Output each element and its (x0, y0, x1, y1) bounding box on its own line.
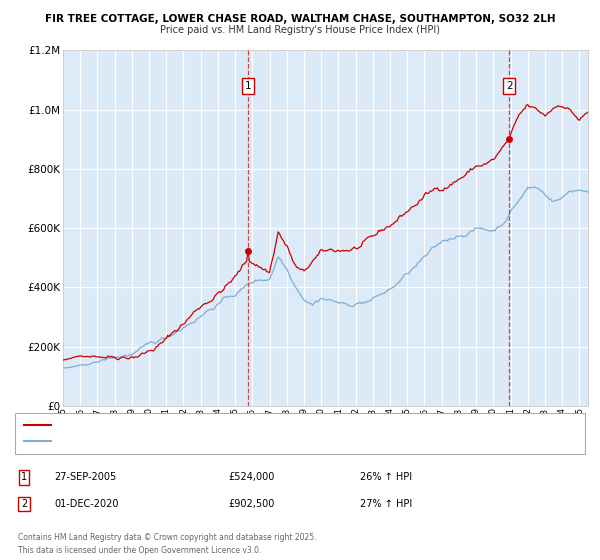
Text: 01-DEC-2020: 01-DEC-2020 (54, 499, 119, 509)
Bar (248, 50, 509, 406)
Text: £524,000: £524,000 (228, 472, 274, 482)
Text: FIR TREE COTTAGE, LOWER CHASE ROAD, WALTHAM CHASE, SOUTHAMPTON, SO32 2LH: FIR TREE COTTAGE, LOWER CHASE ROAD, WALT… (44, 14, 556, 24)
Text: 27-SEP-2005: 27-SEP-2005 (54, 472, 116, 482)
Text: Price paid vs. HM Land Registry's House Price Index (HPI): Price paid vs. HM Land Registry's House … (160, 25, 440, 35)
Text: HPI: Average price, detached house, Winchester: HPI: Average price, detached house, Winc… (56, 436, 259, 445)
Text: £902,500: £902,500 (228, 499, 274, 509)
Text: 1: 1 (21, 472, 27, 482)
Text: 2: 2 (506, 81, 512, 91)
Text: 2: 2 (21, 499, 27, 509)
Text: FIR TREE COTTAGE, LOWER CHASE ROAD, WALTHAM CHASE, SOUTHAMPTON, SO32 2LH (detac: FIR TREE COTTAGE, LOWER CHASE ROAD, WALT… (56, 421, 454, 430)
Text: 1: 1 (245, 81, 251, 91)
Text: 27% ↑ HPI: 27% ↑ HPI (360, 499, 412, 509)
Text: 26% ↑ HPI: 26% ↑ HPI (360, 472, 412, 482)
Text: Contains HM Land Registry data © Crown copyright and database right 2025.
This d: Contains HM Land Registry data © Crown c… (18, 533, 317, 554)
